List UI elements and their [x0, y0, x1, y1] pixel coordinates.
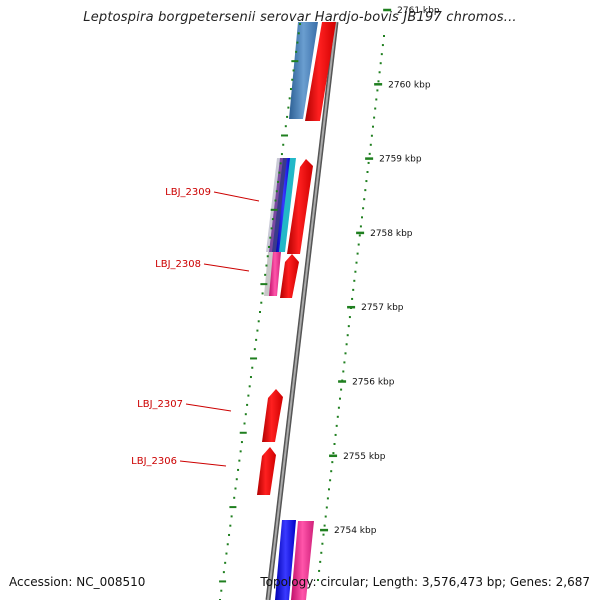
gene-labels: LBJ_2309 LBJ_2308 LBJ_2307 LBJ_2306: [131, 187, 260, 467]
map-title: Leptospira borgpetersenii serovar Hardjo…: [83, 10, 517, 25]
gene-label[interactable]: LBJ_2309: [165, 187, 211, 198]
accession-text: Accession: NC_008510: [9, 575, 146, 589]
lbj-2306-gene-arrow[interactable]: [257, 447, 276, 495]
right-tick-track: [317, 8, 392, 581]
ruler-tick-label: 2760 kbp: [388, 80, 431, 90]
ruler-tick-label: 2755 kbp: [343, 452, 386, 462]
lbj-2308-gene-arrow[interactable]: [280, 254, 299, 298]
gene-label[interactable]: LBJ_2308: [155, 259, 201, 270]
topology-text: Topology: circular; Length: 3,576,473 bp…: [260, 575, 590, 589]
ruler-tick-label: 2756 kbp: [352, 378, 395, 388]
gene-label-leader: [179, 460, 227, 467]
left-dotted-track: [219, 23, 301, 600]
ruler-tick-label: 2754 kbp: [334, 526, 377, 536]
ruler-tick-label: 2761 kbp: [397, 6, 440, 16]
lbj-2309-gene-arrow[interactable]: [287, 159, 313, 254]
lbj-2308-feature-stack[interactable]: [264, 252, 281, 296]
ruler-tick-label: 2757 kbp: [361, 303, 404, 313]
reverse-cds-feature[interactable]: [289, 22, 318, 119]
ruler-tick-label: 2758 kbp: [370, 229, 413, 239]
gene-label-leader: [185, 403, 232, 412]
blue-cds-feature[interactable]: [275, 520, 296, 600]
gene-label[interactable]: LBJ_2306: [131, 456, 177, 467]
magenta-cds-feature[interactable]: [291, 521, 314, 600]
gene-label-leader: [203, 263, 250, 272]
gene-label[interactable]: LBJ_2307: [137, 399, 183, 410]
gene-label-leader: [213, 191, 260, 202]
backbone: [265, 21, 339, 600]
lbj-2307-gene-arrow[interactable]: [262, 389, 283, 442]
ruler-tick-label: 2759 kbp: [379, 155, 422, 165]
forward-cds-feature[interactable]: [305, 22, 336, 121]
ruler-labels: 2761 kbp 2760 kbp 2759 kbp 2758 kbp 2757 kbp…: [334, 6, 440, 536]
